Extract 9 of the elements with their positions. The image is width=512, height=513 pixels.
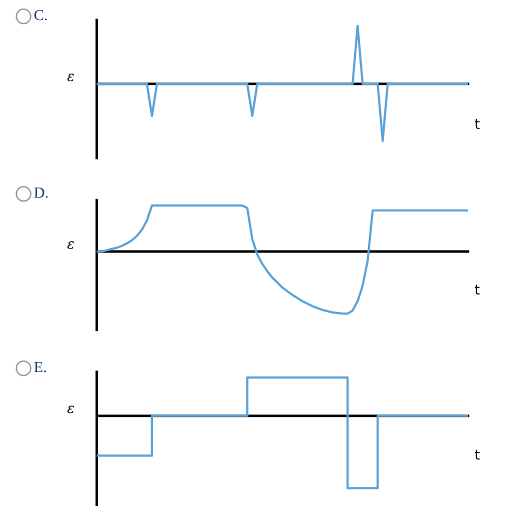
- x-axis-title: t: [474, 284, 480, 294]
- chart-title: C.: [34, 10, 47, 20]
- y-axis-title: ε: [67, 241, 74, 249]
- chart-title: E.: [34, 362, 46, 372]
- y-axis-title: ε: [67, 406, 74, 414]
- x-axis-title: t: [474, 119, 480, 129]
- y-axis-title: ε: [67, 74, 74, 82]
- chart-title: D.: [34, 188, 48, 198]
- x-axis-title: t: [474, 450, 480, 460]
